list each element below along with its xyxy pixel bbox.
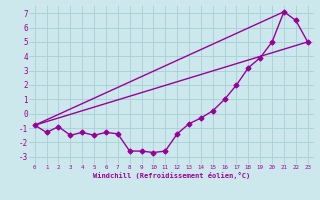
X-axis label: Windchill (Refroidissement éolien,°C): Windchill (Refroidissement éolien,°C) [92, 172, 250, 179]
